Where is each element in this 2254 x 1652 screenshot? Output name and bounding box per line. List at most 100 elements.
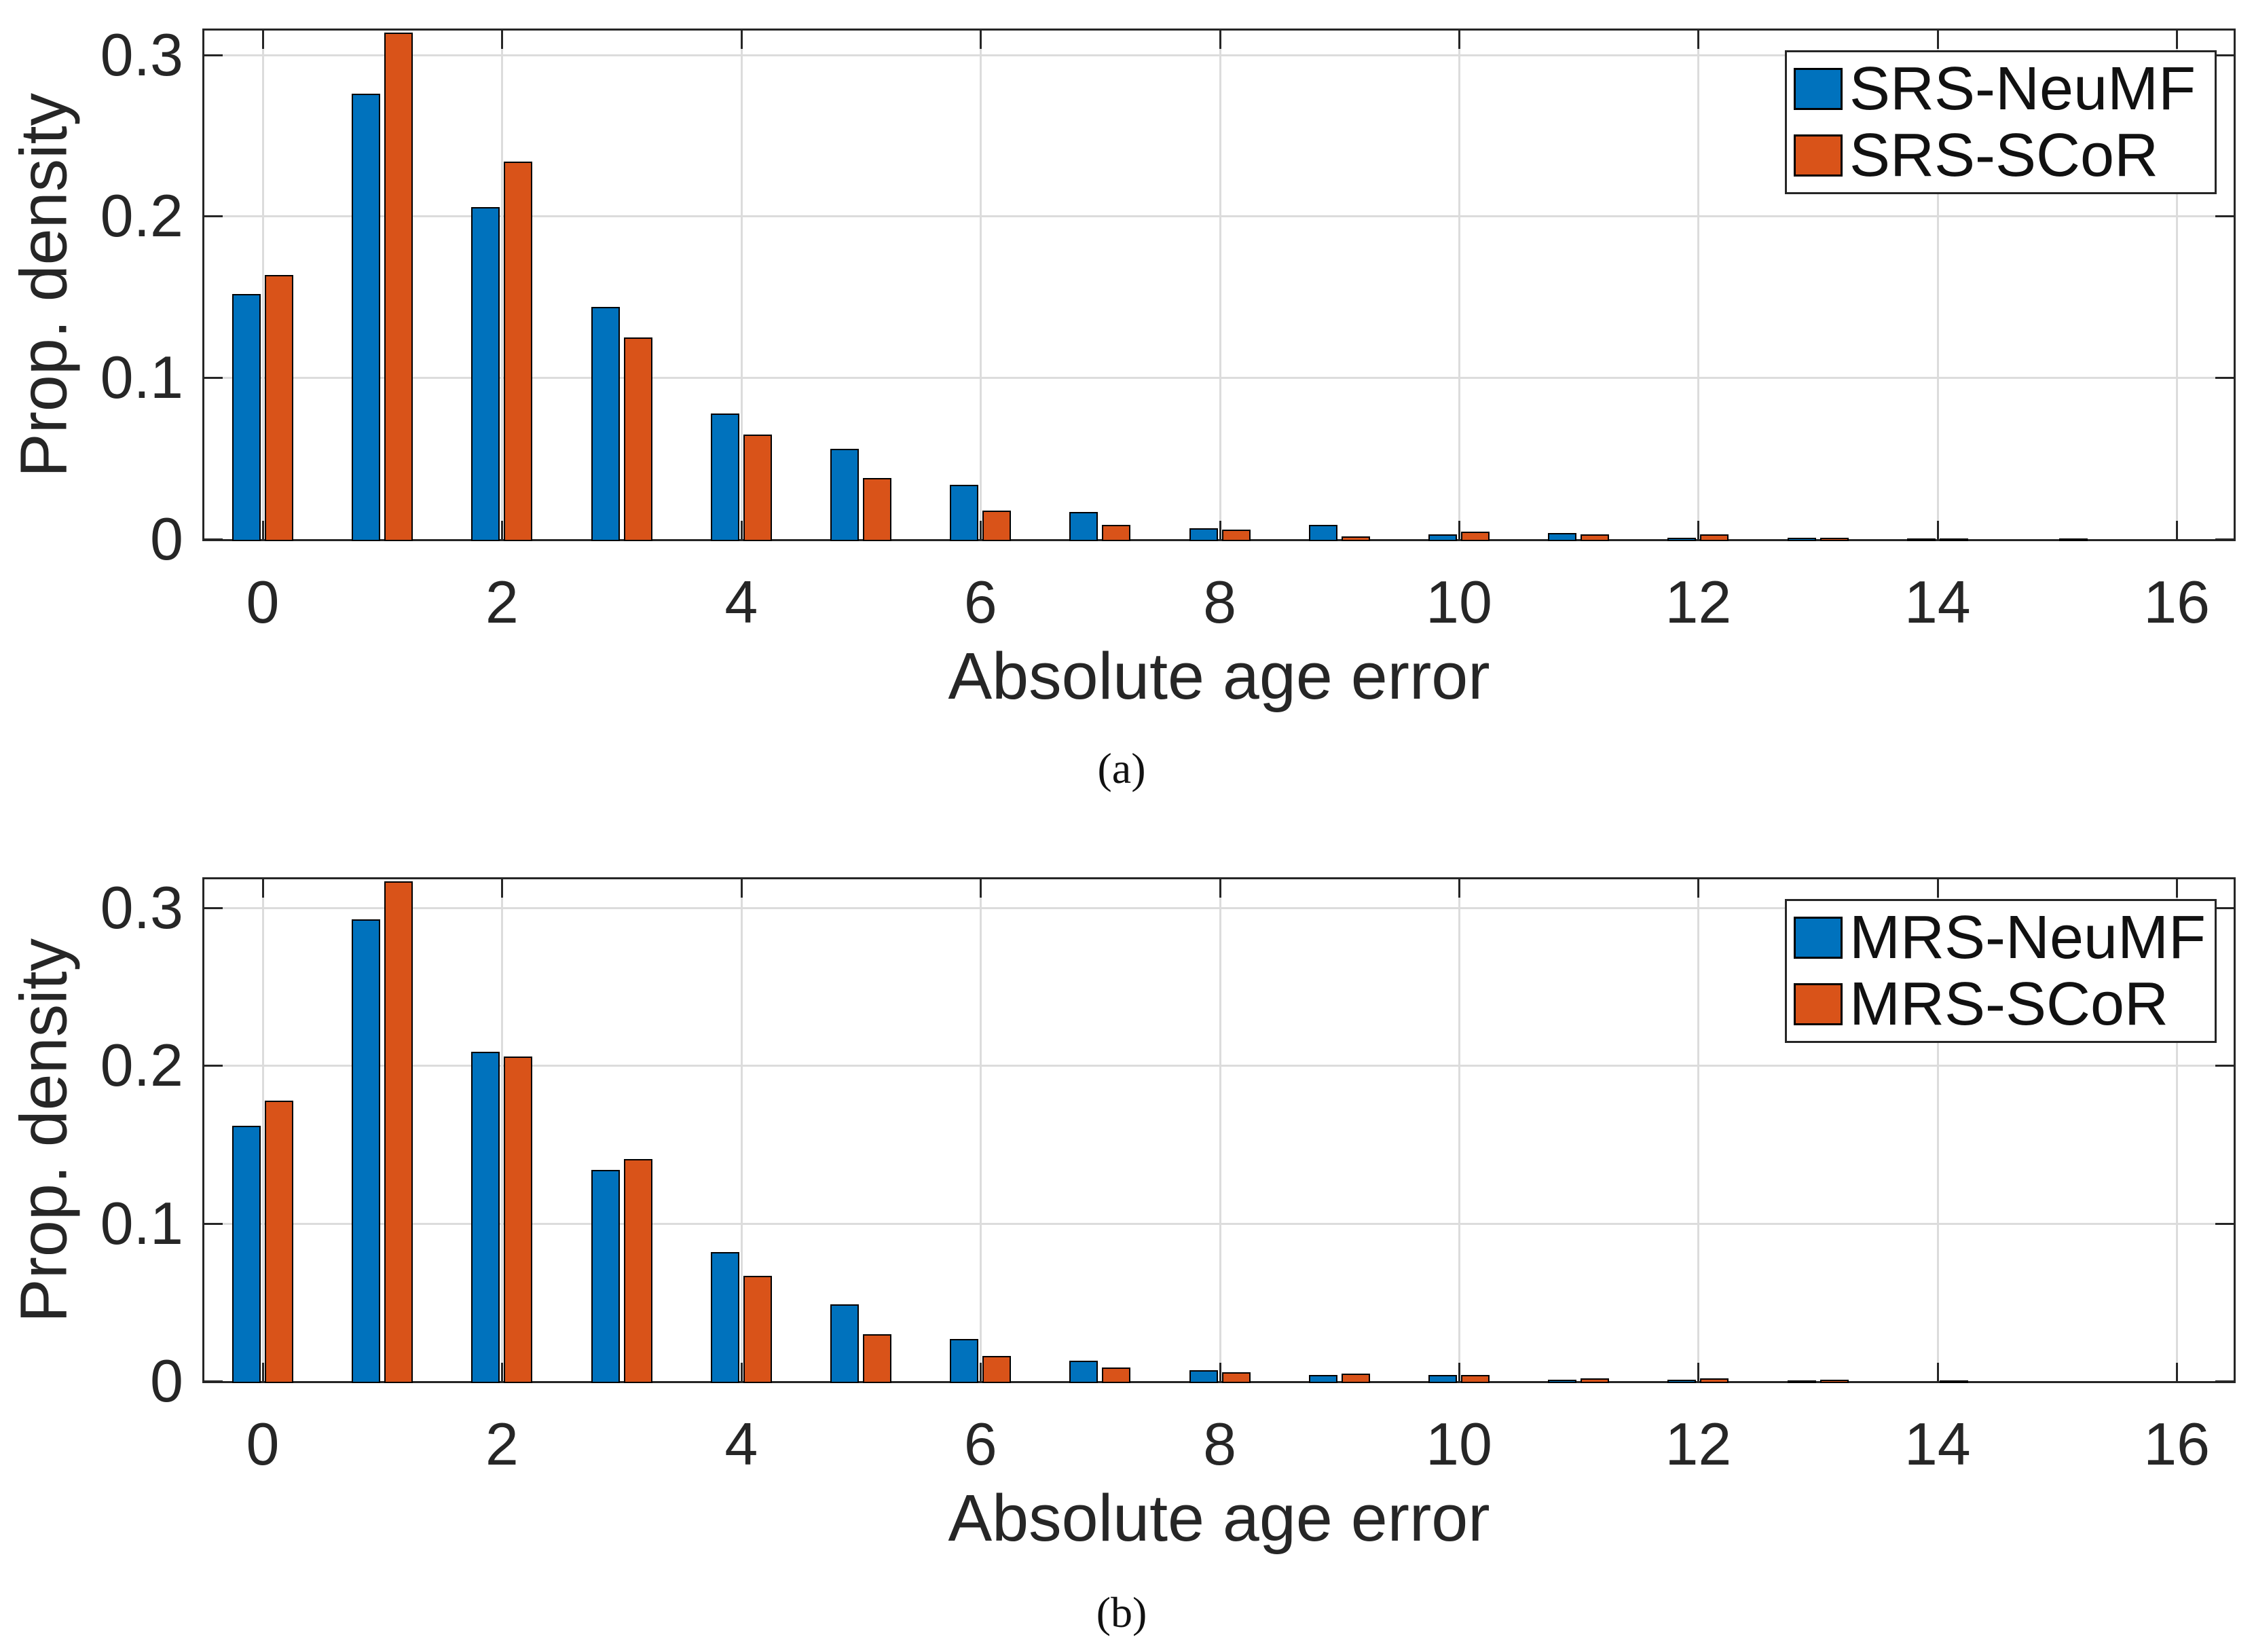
tick-mark: [2176, 521, 2179, 539]
tick-mark: [204, 1222, 223, 1225]
bar-b-MRS-NeuMF-x13: [1787, 1380, 1816, 1383]
caption-a: (a): [1097, 744, 1146, 792]
bar-b-MRS-SCoR-x11: [1581, 1378, 1610, 1383]
gridline: [204, 1065, 2234, 1067]
legend-a: SRS-NeuMF SRS-SCoR: [1785, 50, 2217, 194]
y-tick-label: 0.2: [100, 182, 183, 250]
tick-mark: [262, 1363, 264, 1381]
gridline: [1219, 879, 1221, 1381]
bar-a-SRS-SCoR-x13: [1819, 538, 1849, 541]
bar-a-SRS-NeuMF-x2: [471, 207, 500, 541]
tick-mark: [740, 521, 743, 539]
y-tick-label: 0.2: [100, 1031, 183, 1099]
tick-mark: [980, 31, 982, 49]
legend-label: SRS-NeuMF: [1849, 54, 2196, 123]
bar-a-SRS-NeuMF-x5: [830, 449, 859, 541]
tick-mark: [1697, 521, 1700, 539]
tick-mark: [1458, 1363, 1460, 1381]
tick-mark: [1697, 1363, 1700, 1381]
x-tick-label: 10: [1426, 1410, 1492, 1477]
tick-mark: [1219, 1363, 1221, 1381]
gridline: [204, 906, 2234, 909]
bar-b-MRS-SCoR-x3: [623, 1159, 652, 1383]
bar-a-SRS-NeuMF-x3: [591, 307, 620, 541]
tick-mark: [980, 521, 982, 539]
bar-a-SRS-NeuMF-x0: [232, 294, 261, 541]
tick-mark: [2215, 1380, 2234, 1382]
bar-b-MRS-SCoR-x10: [1461, 1375, 1490, 1383]
legend-row: SRS-NeuMF: [1794, 58, 2215, 120]
legend-label: MRS-SCoR: [1849, 970, 2169, 1039]
bar-a-SRS-SCoR-x0: [265, 275, 293, 541]
bar-b-MRS-SCoR-x14: [1939, 1380, 1968, 1383]
tick-mark: [1936, 879, 1939, 898]
gridline: [501, 31, 504, 539]
bar-b-MRS-SCoR-x12: [1700, 1378, 1729, 1383]
bar-b-MRS-SCoR-x0: [265, 1101, 293, 1383]
tick-mark: [204, 906, 223, 909]
x-tick-label: 6: [963, 568, 997, 636]
bar-b-MRS-NeuMF-x7: [1069, 1361, 1098, 1383]
bar-a-SRS-NeuMF-x11: [1548, 533, 1577, 541]
bar-a-SRS-SCoR-x4: [743, 435, 772, 541]
gridline: [1697, 31, 1700, 539]
gridline: [262, 879, 264, 1381]
plot-area-a: SRS-NeuMF SRS-SCoR: [202, 29, 2236, 541]
bar-b-MRS-SCoR-x1: [384, 881, 413, 1383]
bar-a-SRS-SCoR-x6: [982, 511, 1012, 541]
tick-mark: [501, 521, 504, 539]
bar-b-MRS-NeuMF-x9: [1308, 1375, 1337, 1383]
y-tick-label: 0.3: [100, 20, 183, 88]
bar-a-SRS-SCoR-x7: [1102, 525, 1131, 541]
x-tick-label: 12: [1665, 568, 1732, 636]
tick-mark: [2176, 1363, 2179, 1381]
tick-mark: [980, 879, 982, 898]
bar-a-SRS-NeuMF-x7: [1069, 512, 1098, 541]
x-tick-label: 16: [2143, 1410, 2211, 1477]
legend-row: SRS-SCoR: [1794, 125, 2215, 186]
bar-a-SRS-NeuMF-x8: [1189, 528, 1218, 541]
legend-swatch-orange-icon: [1794, 983, 1843, 1026]
tick-mark: [204, 1065, 223, 1067]
bar-a-SRS-NeuMF-x10: [1428, 534, 1457, 541]
x-tick-label: 16: [2143, 568, 2211, 636]
tick-mark: [262, 521, 264, 539]
bar-a-SRS-SCoR-x2: [504, 162, 533, 541]
tick-mark: [1936, 1363, 1939, 1381]
tick-mark: [204, 377, 223, 380]
bar-a-SRS-NeuMF-x9: [1308, 525, 1337, 541]
legend-swatch-blue-icon: [1794, 67, 1843, 110]
bar-a-SRS-NeuMF-x1: [352, 94, 381, 541]
gridline: [980, 879, 982, 1381]
bar-a-SRS-NeuMF-x14: [1906, 538, 1936, 541]
bar-b-MRS-NeuMF-x12: [1667, 1380, 1697, 1383]
legend-row: MRS-SCoR: [1794, 974, 2215, 1035]
bar-b-MRS-SCoR-x8: [1221, 1372, 1251, 1383]
legend-swatch-orange-icon: [1794, 134, 1843, 177]
tick-mark: [1219, 31, 1221, 49]
tick-mark: [980, 1363, 982, 1381]
x-axis-label-a: Absolute age error: [948, 639, 1490, 713]
y-tick-label: 0.1: [100, 1189, 183, 1257]
plot-area-b: MRS-NeuMF MRS-SCoR: [202, 877, 2236, 1383]
tick-mark: [262, 879, 264, 898]
gridline: [740, 31, 743, 539]
x-tick-label: 2: [485, 568, 519, 636]
bar-a-SRS-SCoR-x3: [623, 337, 652, 541]
x-tick-label: 14: [1904, 1410, 1971, 1477]
tick-mark: [204, 538, 223, 540]
caption-b: (b): [1096, 1588, 1147, 1636]
legend-label: SRS-SCoR: [1849, 122, 2159, 190]
bar-a-SRS-NeuMF-x12: [1667, 538, 1697, 541]
tick-mark: [2176, 31, 2179, 49]
tick-mark: [1936, 521, 1939, 539]
tick-mark: [204, 54, 223, 56]
bar-a-SRS-SCoR-x11: [1581, 534, 1610, 541]
tick-mark: [740, 879, 743, 898]
gridline: [2176, 879, 2179, 1381]
tick-mark: [2215, 54, 2234, 56]
gridline: [1458, 879, 1460, 1381]
tick-mark: [1936, 31, 1939, 49]
bar-b-MRS-SCoR-x5: [863, 1334, 891, 1383]
